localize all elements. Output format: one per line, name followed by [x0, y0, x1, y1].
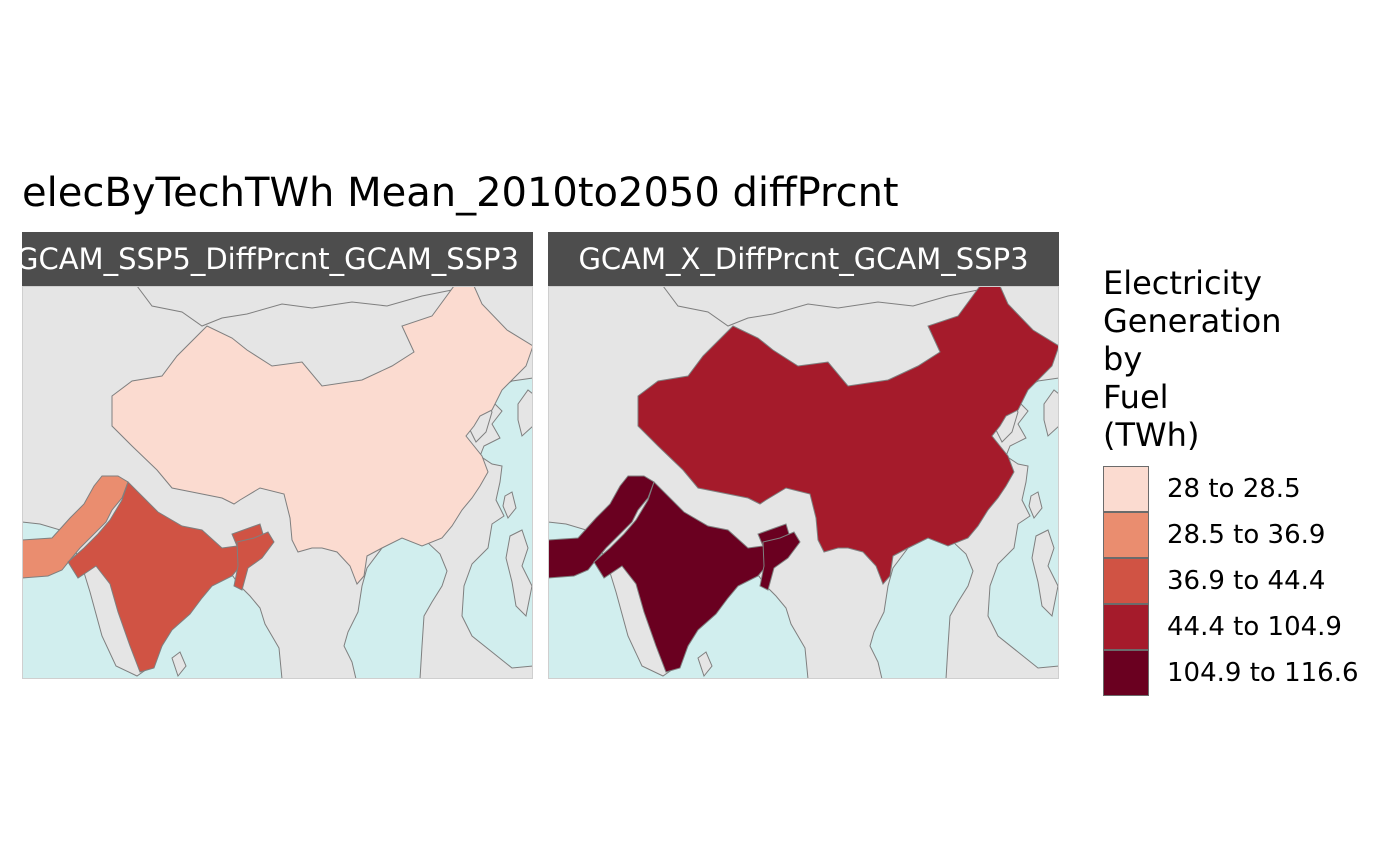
facet-strip-label: GCAM_X_DiffPrcnt_GCAM_SSP3 [548, 232, 1059, 286]
map-right [548, 286, 1059, 679]
legend-title-line: Electricity [1103, 264, 1262, 302]
country-northeast [759, 531, 801, 591]
map-left [22, 286, 533, 679]
country-northeast [233, 531, 275, 591]
legend-title-line: (TWh) [1103, 416, 1200, 454]
philippines [1031, 529, 1059, 618]
legend-item: 28.5 to 36.9 [1103, 512, 1359, 558]
sri-lanka [171, 651, 187, 678]
legend-label: 28 to 28.5 [1167, 474, 1301, 504]
chart-title: elecByTechTWh Mean_2010to2050 diffPrcnt [22, 170, 899, 216]
legend-items: 28 to 28.5 28.5 to 36.9 36.9 to 44.4 44.… [1103, 466, 1359, 696]
legend-label: 44.4 to 104.9 [1167, 612, 1342, 642]
facet-strip-label: GCAM_SSP5_DiffPrcnt_GCAM_SSP3 [22, 232, 533, 286]
legend-label: 104.9 to 116.6 [1167, 658, 1359, 688]
russia-border [136, 286, 463, 327]
legend-item: 28 to 28.5 [1103, 466, 1359, 512]
taiwan [1028, 491, 1043, 519]
country-india [593, 481, 793, 673]
taiwan [502, 491, 517, 519]
legend-item: 104.9 to 116.6 [1103, 650, 1359, 696]
map-panel-right: GCAM_X_DiffPrcnt_GCAM_SSP3 [548, 232, 1059, 679]
legend-title-line: Generation [1103, 302, 1282, 340]
legend-swatch [1103, 650, 1149, 696]
legend-title-line: Fuel [1103, 378, 1169, 416]
country-india [67, 481, 267, 673]
legend-label: 36.9 to 44.4 [1167, 566, 1326, 596]
legend: Electricity Generation by Fuel (TWh) 28 … [1103, 264, 1359, 696]
legend-swatch [1103, 466, 1149, 512]
country-china [637, 286, 1059, 585]
sri-lanka [697, 651, 713, 678]
map-panel-left: GCAM_SSP5_DiffPrcnt_GCAM_SSP3 [22, 232, 533, 679]
japan [517, 389, 533, 437]
russia-border [662, 286, 989, 327]
legend-label: 28.5 to 36.9 [1167, 520, 1326, 550]
philippines [505, 529, 533, 618]
legend-title-line: by [1103, 340, 1143, 378]
legend-title: Electricity Generation by Fuel (TWh) [1103, 264, 1303, 454]
country-pakistan [22, 475, 129, 579]
japan [1043, 389, 1059, 437]
legend-item: 44.4 to 104.9 [1103, 604, 1359, 650]
legend-swatch [1103, 604, 1149, 650]
legend-item: 36.9 to 44.4 [1103, 558, 1359, 604]
legend-swatch [1103, 512, 1149, 558]
country-pakistan [548, 475, 655, 579]
legend-swatch [1103, 558, 1149, 604]
country-china [111, 286, 533, 585]
